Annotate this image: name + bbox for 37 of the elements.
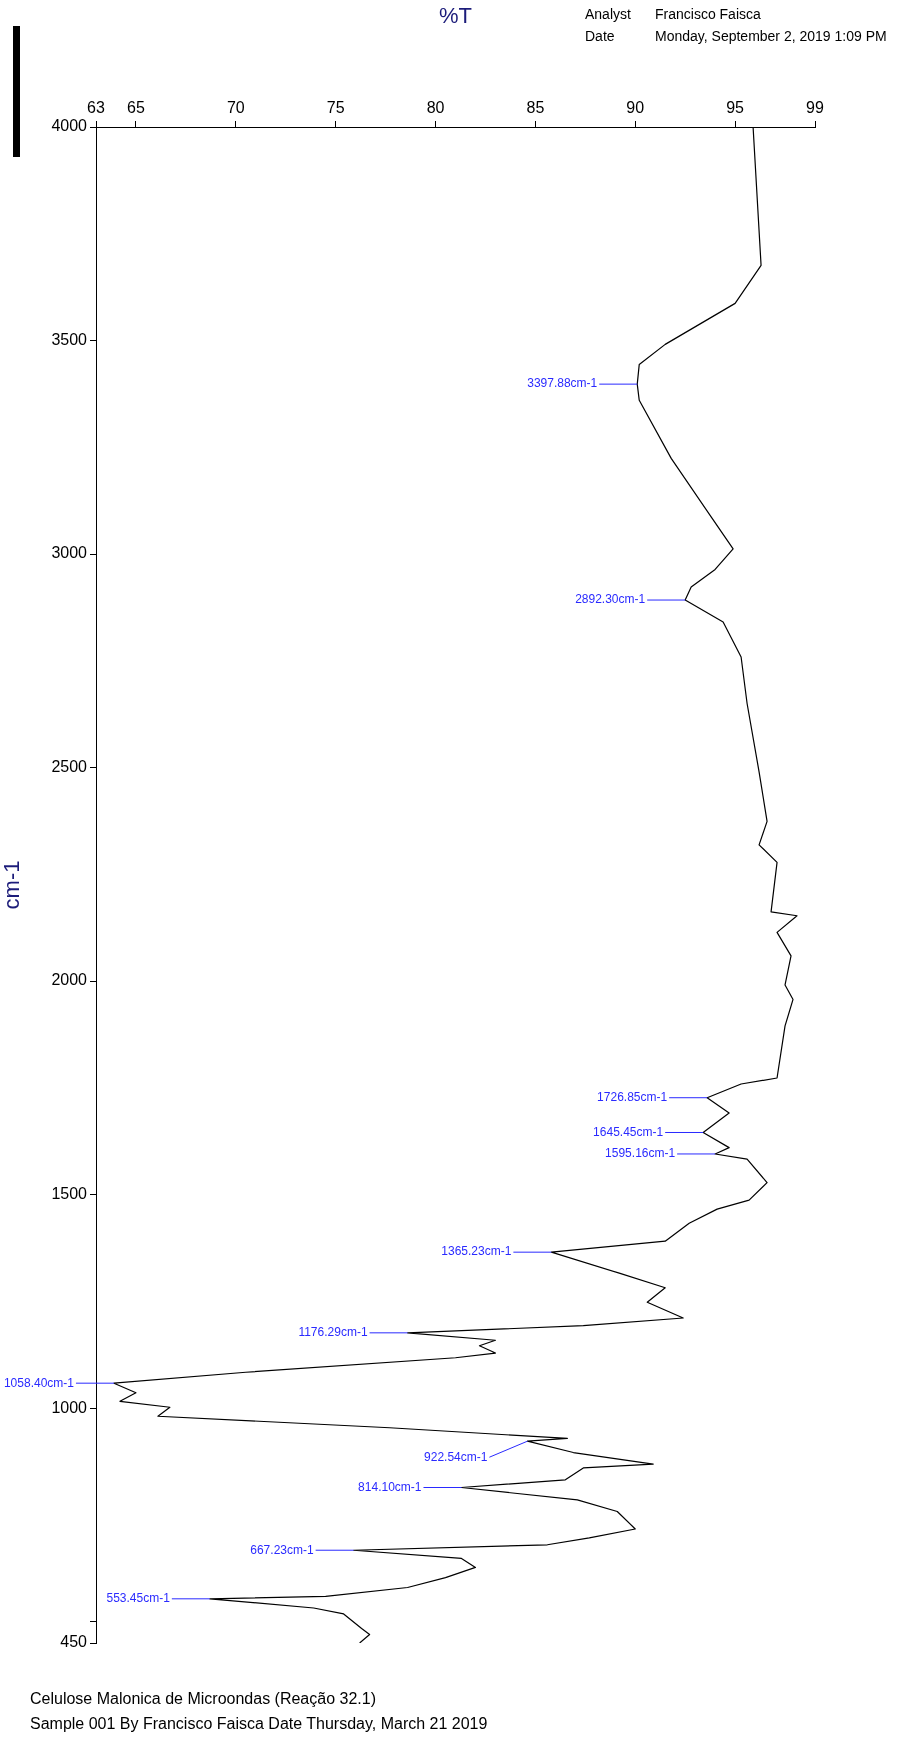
annotation: 1176.29cm-1 [298,1325,368,1340]
annotation: 553.45cm-1 [106,1591,171,1606]
annotation: 1058.40cm-1 [3,1375,75,1390]
x-tick-label: 75 [326,98,345,116]
annotation: 1595.16cm-1 [605,1146,676,1161]
annotation: 667.23cm-1 [250,1542,314,1557]
annotation: 1645.45cm-1 [593,1124,664,1139]
text: Date [585,28,615,44]
annotation: 3397.88cm-1 [527,376,598,391]
y-tick-label: 2000 [51,971,88,989]
text: Celulose Malonica de Microondas (Reação 32.1) [30,1690,376,1708]
annotation: 814.10cm-1 [358,1479,422,1494]
x-tick-label: 99 [806,98,824,116]
x-tick-label: 90 [626,98,645,116]
text: Francisco Faisca [655,6,761,22]
x-tick-label: 85 [526,98,545,116]
annotation: 2892.30cm-1 [575,592,646,607]
y-tick-label: 1000 [51,1398,88,1416]
y-axis-title: cm-1 [0,860,25,910]
x-tick-label: 63 [87,98,105,116]
annotation: 922.54cm-1 [424,1449,488,1464]
y-tick-label: 3500 [51,330,88,348]
x-tick-label: 70 [226,98,245,116]
x-tick-label: 65 [127,98,145,116]
y-tick-label: 450 [60,1633,88,1651]
text: Monday, September 2, 2019 1:09 PM [655,28,887,44]
x-tick-label: 80 [426,98,445,116]
annotation: 1365.23cm-1 [441,1244,512,1259]
text: Analyst [585,6,631,22]
x-axis-title: %T [439,3,472,29]
y-tick-label: 2500 [51,757,88,775]
y-tick-label: 1500 [51,1185,88,1203]
x-tick-label: 95 [726,98,745,116]
annotation: 1726.85cm-1 [597,1090,668,1105]
text: Sample 001 By Francisco Faisca Date Thursday, March 21 2019 [30,1715,488,1733]
y-tick-label: 4000 [51,117,88,135]
y-tick-label: 3000 [51,544,88,562]
